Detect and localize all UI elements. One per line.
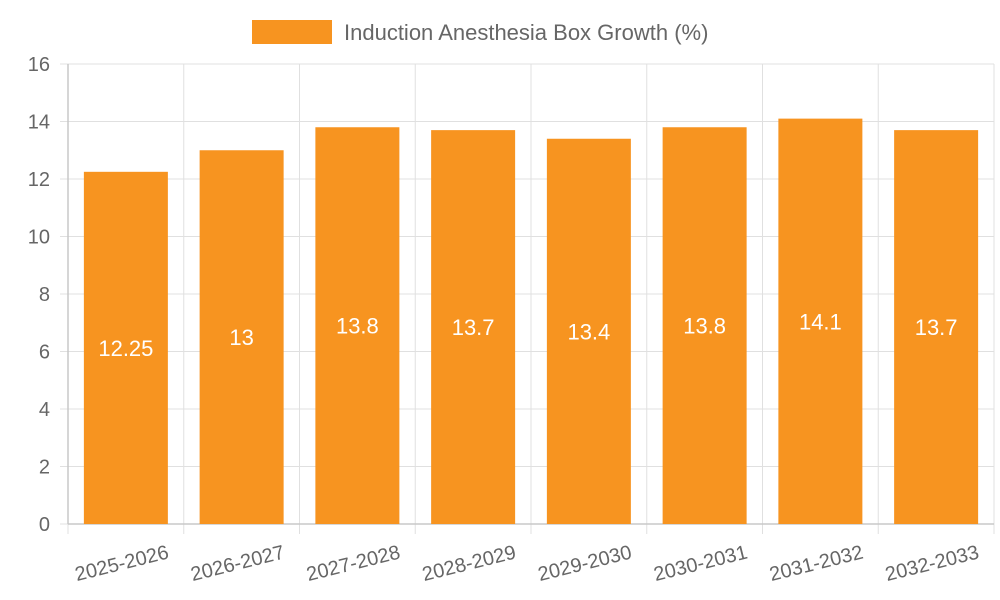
y-tick-label: 12 — [28, 169, 50, 191]
legend[interactable]: Induction Anesthesia Box Growth (%) — [252, 20, 708, 45]
legend-label: Induction Anesthesia Box Growth (%) — [344, 20, 708, 45]
bar-value-label: 14.1 — [799, 309, 842, 334]
bar[interactable] — [431, 130, 516, 524]
y-tick-label: 10 — [28, 227, 50, 249]
bars — [83, 118, 979, 524]
y-tick-label: 2 — [39, 457, 50, 479]
bar-value-label: 13.7 — [452, 315, 495, 340]
x-tick-label: 2029-2030 — [536, 542, 634, 586]
bar-value-label: 13 — [229, 325, 253, 350]
bar-value-label: 12.25 — [98, 336, 153, 361]
y-tick-label: 16 — [28, 54, 50, 76]
bar[interactable] — [199, 150, 284, 524]
bar[interactable] — [546, 138, 631, 524]
bar[interactable] — [315, 127, 400, 524]
x-tick-label: 2032-2033 — [883, 542, 981, 586]
bar[interactable] — [894, 130, 979, 524]
bar-value-label: 13.8 — [336, 314, 379, 339]
x-axis-ticks: 2025-2026 2026-2027 2027-2028 2028-2029 2029… — [73, 542, 981, 586]
bar-value-label: 13.7 — [915, 315, 958, 340]
y-axis-ticks: 0 2 4 6 8 10 12 14 16 — [28, 54, 50, 536]
bar[interactable] — [778, 118, 863, 524]
x-tick-label: 2031-2032 — [767, 542, 865, 586]
bar-value-labels: 12.25 13 13.8 13.7 13.4 13.8 14.1 13.7 — [98, 309, 957, 361]
bar[interactable] — [83, 171, 168, 524]
y-tick-label: 14 — [28, 112, 50, 134]
x-tick-label: 2030-2031 — [652, 542, 750, 586]
x-tick-label: 2026-2027 — [189, 542, 287, 586]
x-tick-label: 2028-2029 — [420, 542, 518, 586]
bar-value-label: 13.8 — [683, 314, 726, 339]
y-tick-label: 4 — [39, 399, 50, 421]
x-tick-label: 2027-2028 — [304, 542, 402, 586]
bar-value-label: 13.4 — [567, 319, 610, 344]
bar[interactable] — [662, 127, 747, 524]
y-tick-label: 8 — [39, 284, 50, 306]
y-tick-label: 6 — [39, 342, 50, 364]
x-tick-label: 2025-2026 — [73, 542, 171, 586]
y-tick-label: 0 — [39, 514, 50, 536]
legend-swatch — [252, 20, 332, 44]
